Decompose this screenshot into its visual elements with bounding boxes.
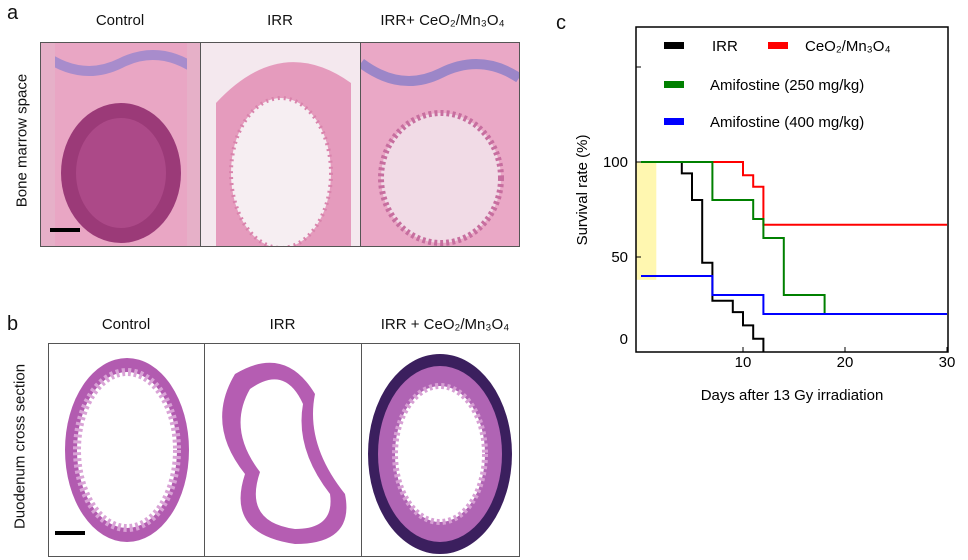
highlight-region [636, 162, 657, 280]
y-axis-label: Survival rate (%) [574, 135, 591, 246]
legend-swatch-0 [664, 42, 684, 49]
panel-c-letter: c [556, 12, 566, 34]
duodenum-control-image [48, 343, 206, 557]
x-tick-label: 10 [735, 354, 752, 371]
x-tick-label: 30 [939, 354, 956, 371]
plot-frame [635, 26, 949, 353]
x-tick-label: 20 [837, 354, 854, 371]
series-line-2 [641, 161, 947, 315]
panel-a-col-treated: IRR+ CeO₂/Mn₃O₄ [380, 12, 505, 29]
bone-marrow-irr-image [200, 42, 362, 247]
panel-a-letter: a [7, 2, 19, 24]
legend-swatch-2 [664, 81, 684, 88]
panel-b-letter: b [7, 313, 19, 335]
legend-label-3: Amifostine (400 mg/kg) [710, 114, 864, 131]
y-tick-label: 50 [611, 249, 628, 266]
legend-label-2: Amifostine (250 mg/kg) [710, 77, 864, 94]
bone-marrow-control-image [40, 42, 202, 247]
panel-a-col-control: Control [95, 12, 145, 29]
duodenum-treated-image [361, 343, 520, 557]
legend-swatch-3 [664, 118, 684, 125]
legend-label-1: CeO₂/Mn₃O₄ [805, 38, 891, 55]
y-tick-label: 100 [603, 154, 628, 171]
panel-b-col-control: Control [101, 316, 151, 333]
scale-bar-a [50, 228, 80, 232]
panel-a-col-irr: IRR [267, 12, 293, 29]
duodenum-irr-image [204, 343, 363, 557]
series-line-0 [641, 161, 765, 352]
panel-b-col-irr: IRR [269, 316, 296, 333]
legend-swatch-1 [768, 42, 788, 49]
y-tick-label: 0 [620, 331, 628, 348]
panel-b-col-treated: IRR + CeO₂/Mn₃O₄ [380, 316, 510, 333]
legend-label-0: IRR [712, 38, 738, 55]
x-axis-label: Days after 13 Gy irradiation [701, 387, 884, 404]
series-line-1 [641, 161, 947, 226]
series-line-3 [641, 275, 947, 315]
scale-bar-b [55, 531, 85, 535]
bone-marrow-treated-image [360, 42, 520, 247]
